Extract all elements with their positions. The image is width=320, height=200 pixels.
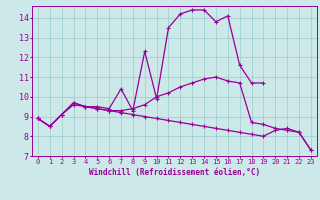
X-axis label: Windchill (Refroidissement éolien,°C): Windchill (Refroidissement éolien,°C)	[89, 168, 260, 177]
